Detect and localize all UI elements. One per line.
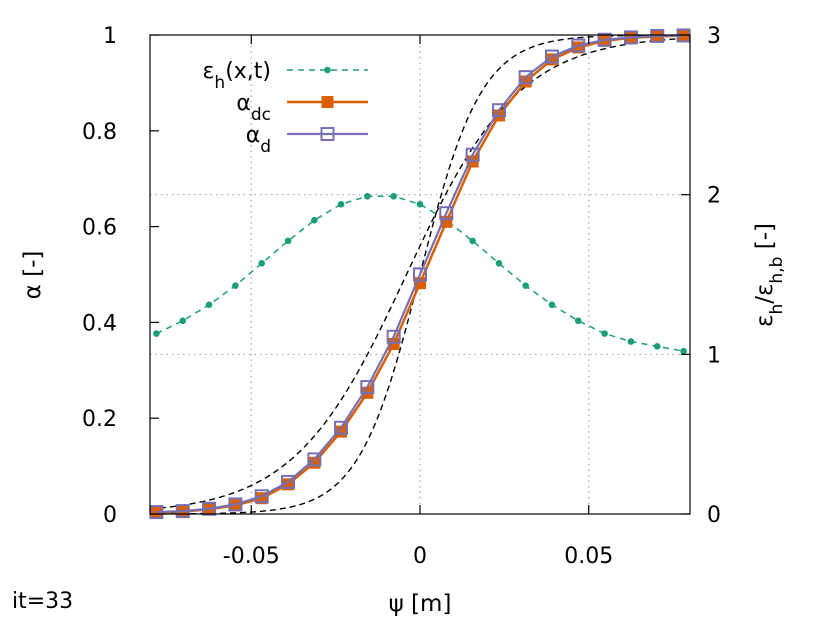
series-layer (149, 28, 691, 520)
series-point-alpha-d (175, 504, 190, 519)
series-point-eps (495, 260, 503, 267)
y2-tick-label: 0 (707, 503, 721, 528)
series-point-alpha-d (571, 38, 586, 53)
series-point-alpha-d (544, 49, 559, 64)
legend-entry-eps-marker (324, 66, 331, 74)
series-point-eps (232, 282, 239, 289)
series-point-alpha-d (360, 380, 375, 395)
series-point-alpha-d (465, 147, 480, 162)
legend-entry-alpha-dc-marker (321, 96, 334, 108)
series-point-eps (601, 330, 608, 337)
y-tick-label: 0.8 (82, 120, 117, 145)
series-point-alpha-d (413, 267, 427, 282)
reference-sigmoid-line (149, 37, 691, 510)
y-tick-label: 0.2 (82, 407, 117, 432)
series-point-alpha-d (386, 329, 401, 344)
series-point-alpha-d (518, 70, 533, 85)
y-tick-label: 0.6 (82, 216, 117, 241)
y2-tick-label: 2 (707, 184, 721, 209)
series-point-eps (469, 237, 476, 245)
series-point-eps (680, 347, 687, 355)
series-point-alpha-d (307, 452, 322, 467)
series-point-alpha-d (491, 103, 506, 118)
series-point-alpha-d (439, 206, 454, 221)
series-point-eps (574, 317, 582, 325)
grid-lines (150, 35, 690, 514)
y-tick-label: 0.4 (82, 311, 117, 336)
series-point-alpha-d (650, 28, 665, 43)
series-point-eps (627, 338, 635, 345)
series-point-alpha-d (202, 501, 217, 516)
x-tick-label: -0.05 (223, 544, 280, 569)
series-point-alpha-d (281, 474, 296, 489)
series-point-alpha-dc (519, 75, 532, 88)
y-axis-label: α [-] (20, 251, 46, 300)
legend-entry-alpha-d-marker (320, 127, 335, 141)
series-point-alpha-d (334, 420, 349, 435)
series-point-alpha-d (254, 489, 269, 504)
series-point-eps (522, 282, 529, 289)
series-point-alpha-d (228, 497, 243, 512)
y-tick-label: 1 (103, 24, 117, 49)
series-point-eps (258, 260, 266, 267)
series-line-eps (156, 195, 684, 352)
series-point-eps (390, 192, 397, 200)
series-point-eps (548, 301, 556, 309)
series-point-alpha-dc (150, 506, 163, 519)
y-tick-label: 0 (103, 503, 117, 528)
axis-ticks: -0.05 0 0.05 0 0.2 0.4 0.6 0.8 1 0 1 2 3 (82, 24, 721, 569)
series-point-eps (337, 200, 345, 208)
legend-entry-alpha-d-label: αd (246, 123, 271, 157)
series-point-eps (153, 330, 160, 337)
series-point-alpha-d (623, 30, 638, 45)
series-line-alpha-d (156, 34, 684, 514)
y2-tick-label: 1 (707, 343, 721, 368)
y2-axis-label: εh/εh,b [-] (752, 223, 787, 327)
legend-entry-eps-label: εh(x,t) (203, 59, 272, 93)
series-point-eps (179, 317, 187, 325)
series-point-eps (205, 301, 213, 309)
series-point-eps (284, 237, 292, 245)
legend-entry-alpha-dc-label: αdc (236, 91, 271, 125)
x-tick-label: 0.05 (564, 544, 613, 569)
series-point-eps (653, 343, 661, 350)
series-point-alpha-d (597, 32, 612, 47)
series-point-eps (311, 216, 318, 224)
x-tick-label: 0 (413, 544, 427, 569)
series-point-eps (416, 200, 424, 208)
x-axis-label: ψ [m] (389, 591, 452, 617)
iteration-label: it=33 (12, 589, 73, 614)
y2-tick-label: 3 (707, 24, 721, 49)
series-point-eps (364, 192, 371, 200)
